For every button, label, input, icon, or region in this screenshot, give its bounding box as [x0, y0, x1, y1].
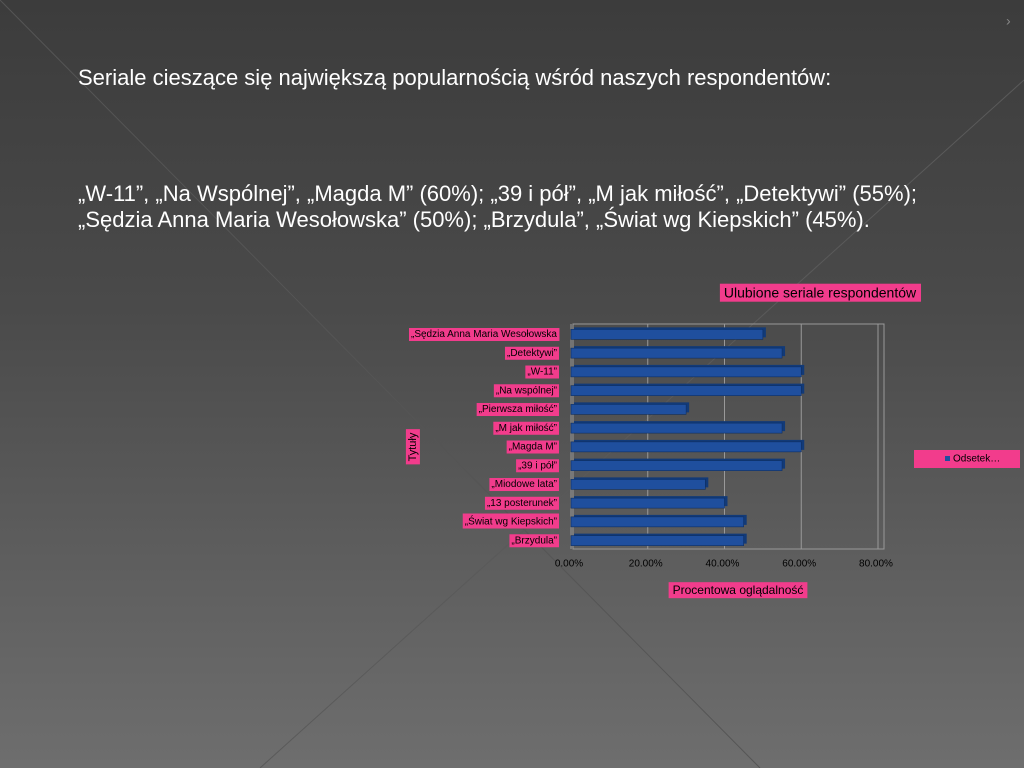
bar: [570, 329, 764, 340]
y-tick-label: „Miodowe lata”: [491, 479, 557, 490]
y-tick-label: „W-11”: [527, 367, 557, 378]
y-tick-label: „Świat wg Kiepskich”: [465, 515, 557, 528]
heading: Seriale cieszące się największą popularn…: [78, 65, 832, 90]
y-tick-label-box: „M jak miłość”: [493, 421, 559, 435]
bar: [570, 366, 802, 378]
bar: [570, 404, 687, 415]
bar: [570, 441, 802, 453]
bar: [570, 422, 783, 434]
y-tick-label: „Pierwsza miłość”: [479, 404, 557, 415]
chart-title-bg: [719, 283, 922, 302]
y-tick-label-box: „Miodowe lata”: [489, 478, 559, 492]
y-tick-label-bg: [509, 534, 559, 548]
y-tick-label-bg: [493, 384, 559, 398]
y-tick-label-box: „Pierwsza miłość”: [476, 403, 559, 417]
y-tick-label-bg: [462, 513, 559, 529]
plot-area: [572, 323, 885, 550]
y-tick-label-box: „Brzydula”: [509, 534, 559, 548]
y-tick-label-bg: [506, 440, 559, 454]
bar: [570, 479, 706, 490]
x-axis-title-box: Procentowa oglądalność: [668, 582, 808, 599]
y-tick-label-box: „Sędzia Anna Maria Wesołowska: [409, 328, 560, 342]
x-axis-title-bg: [668, 582, 808, 599]
y-tick-label-bg: [476, 403, 559, 417]
y-tick-label: „Magda M”: [509, 442, 557, 453]
bar: [570, 347, 783, 359]
y-axis-title: Tytuły: [407, 432, 419, 461]
y-tick-label-bg: [489, 478, 559, 492]
x-axis-title: Procentowa oglądalność: [673, 583, 804, 597]
legend: Odsetek…: [914, 450, 1020, 468]
y-tick-label-box: „Detektywi”: [504, 346, 559, 360]
bar: [570, 385, 802, 396]
bar: [570, 535, 744, 546]
y-tick-label-bg: [493, 421, 559, 435]
decor-arrow: ›: [1006, 13, 1011, 29]
y-tick-label-box: „Na wspólnej”: [493, 384, 559, 398]
legend-bg: [914, 450, 1020, 468]
y-tick-label: „13 posterunek”: [487, 498, 557, 509]
y-tick-label-bg: [504, 346, 559, 360]
y-tick-label: „Brzydula”: [511, 535, 557, 546]
y-tick-label: „Sędzia Anna Maria Wesołowska: [411, 329, 557, 340]
y-tick-label-bg: [409, 328, 560, 342]
x-tick-label: 60.00%: [782, 559, 816, 570]
legend-swatch: [945, 456, 950, 461]
bar: [570, 497, 725, 509]
x-tick-label: 80.00%: [859, 559, 893, 570]
legend-label: Odsetek…: [953, 454, 1000, 465]
y-tick-label-box: „Magda M”: [506, 440, 559, 454]
summary: „W-11”, „Na Wspólnej”, „Magda M” (60%); …: [78, 181, 918, 232]
chart-title: Ulubione seriale respondentów: [724, 285, 917, 301]
y-tick-label-box: „39 i pół”: [516, 459, 559, 473]
y-axis-title-bg: [405, 429, 420, 465]
bar: [570, 516, 744, 528]
y-axis-title-box: Tytuły: [405, 429, 420, 465]
y-tick-label-box: „W-11”: [525, 365, 559, 379]
x-tick-label: 40.00%: [706, 559, 740, 570]
y-tick-label: „Na wspólnej”: [496, 385, 557, 396]
x-tick-label: 0.00%: [555, 559, 583, 570]
y-tick-label-bg: [516, 459, 559, 473]
y-tick-label-bg: [525, 365, 559, 379]
chart-title-box: Ulubione seriale respondentów: [719, 283, 922, 302]
x-tick-label: 20.00%: [629, 559, 663, 570]
y-tick-label: „M jak miłość”: [495, 423, 557, 434]
y-tick-label-box: „13 posterunek”: [484, 496, 559, 510]
y-tick-label: „Detektywi”: [507, 348, 557, 359]
y-tick-label-box: „Świat wg Kiepskich”: [462, 513, 559, 529]
decor-line: [0, 0, 761, 768]
bar: [570, 460, 783, 471]
y-tick-label: „39 i pół”: [518, 460, 557, 471]
y-tick-label-bg: [484, 496, 559, 510]
